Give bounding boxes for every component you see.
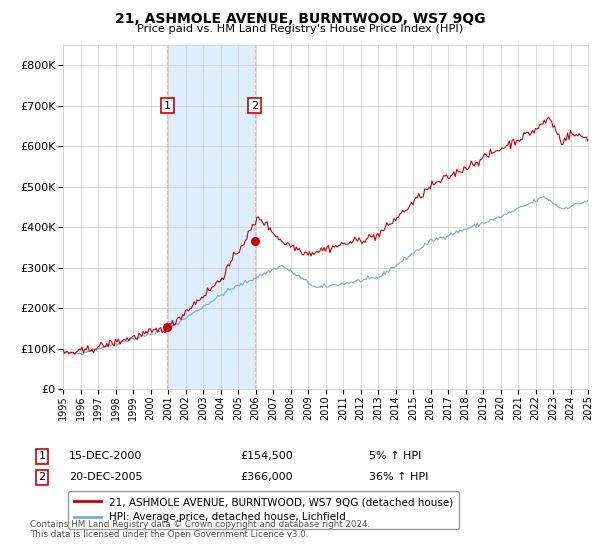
Text: 2: 2	[38, 472, 46, 482]
Bar	[167, 45, 255, 389]
Text: 2: 2	[251, 101, 259, 110]
Text: 21, ASHMOLE AVENUE, BURNTWOOD, WS7 9QG: 21, ASHMOLE AVENUE, BURNTWOOD, WS7 9QG	[115, 12, 485, 26]
Text: 1: 1	[38, 451, 46, 461]
Text: Price paid vs. HM Land Registry's House Price Index (HPI): Price paid vs. HM Land Registry's House …	[137, 24, 463, 34]
Text: 1: 1	[164, 101, 171, 110]
Text: £366,000: £366,000	[240, 472, 293, 482]
Text: 20-DEC-2005: 20-DEC-2005	[69, 472, 143, 482]
Text: 36% ↑ HPI: 36% ↑ HPI	[369, 472, 428, 482]
Legend: 21, ASHMOLE AVENUE, BURNTWOOD, WS7 9QG (detached house), HPI: Average price, det: 21, ASHMOLE AVENUE, BURNTWOOD, WS7 9QG (…	[68, 491, 460, 529]
Text: 5% ↑ HPI: 5% ↑ HPI	[369, 451, 421, 461]
Text: £154,500: £154,500	[240, 451, 293, 461]
Text: 15-DEC-2000: 15-DEC-2000	[69, 451, 142, 461]
Text: Contains HM Land Registry data © Crown copyright and database right 2024.
This d: Contains HM Land Registry data © Crown c…	[30, 520, 370, 539]
